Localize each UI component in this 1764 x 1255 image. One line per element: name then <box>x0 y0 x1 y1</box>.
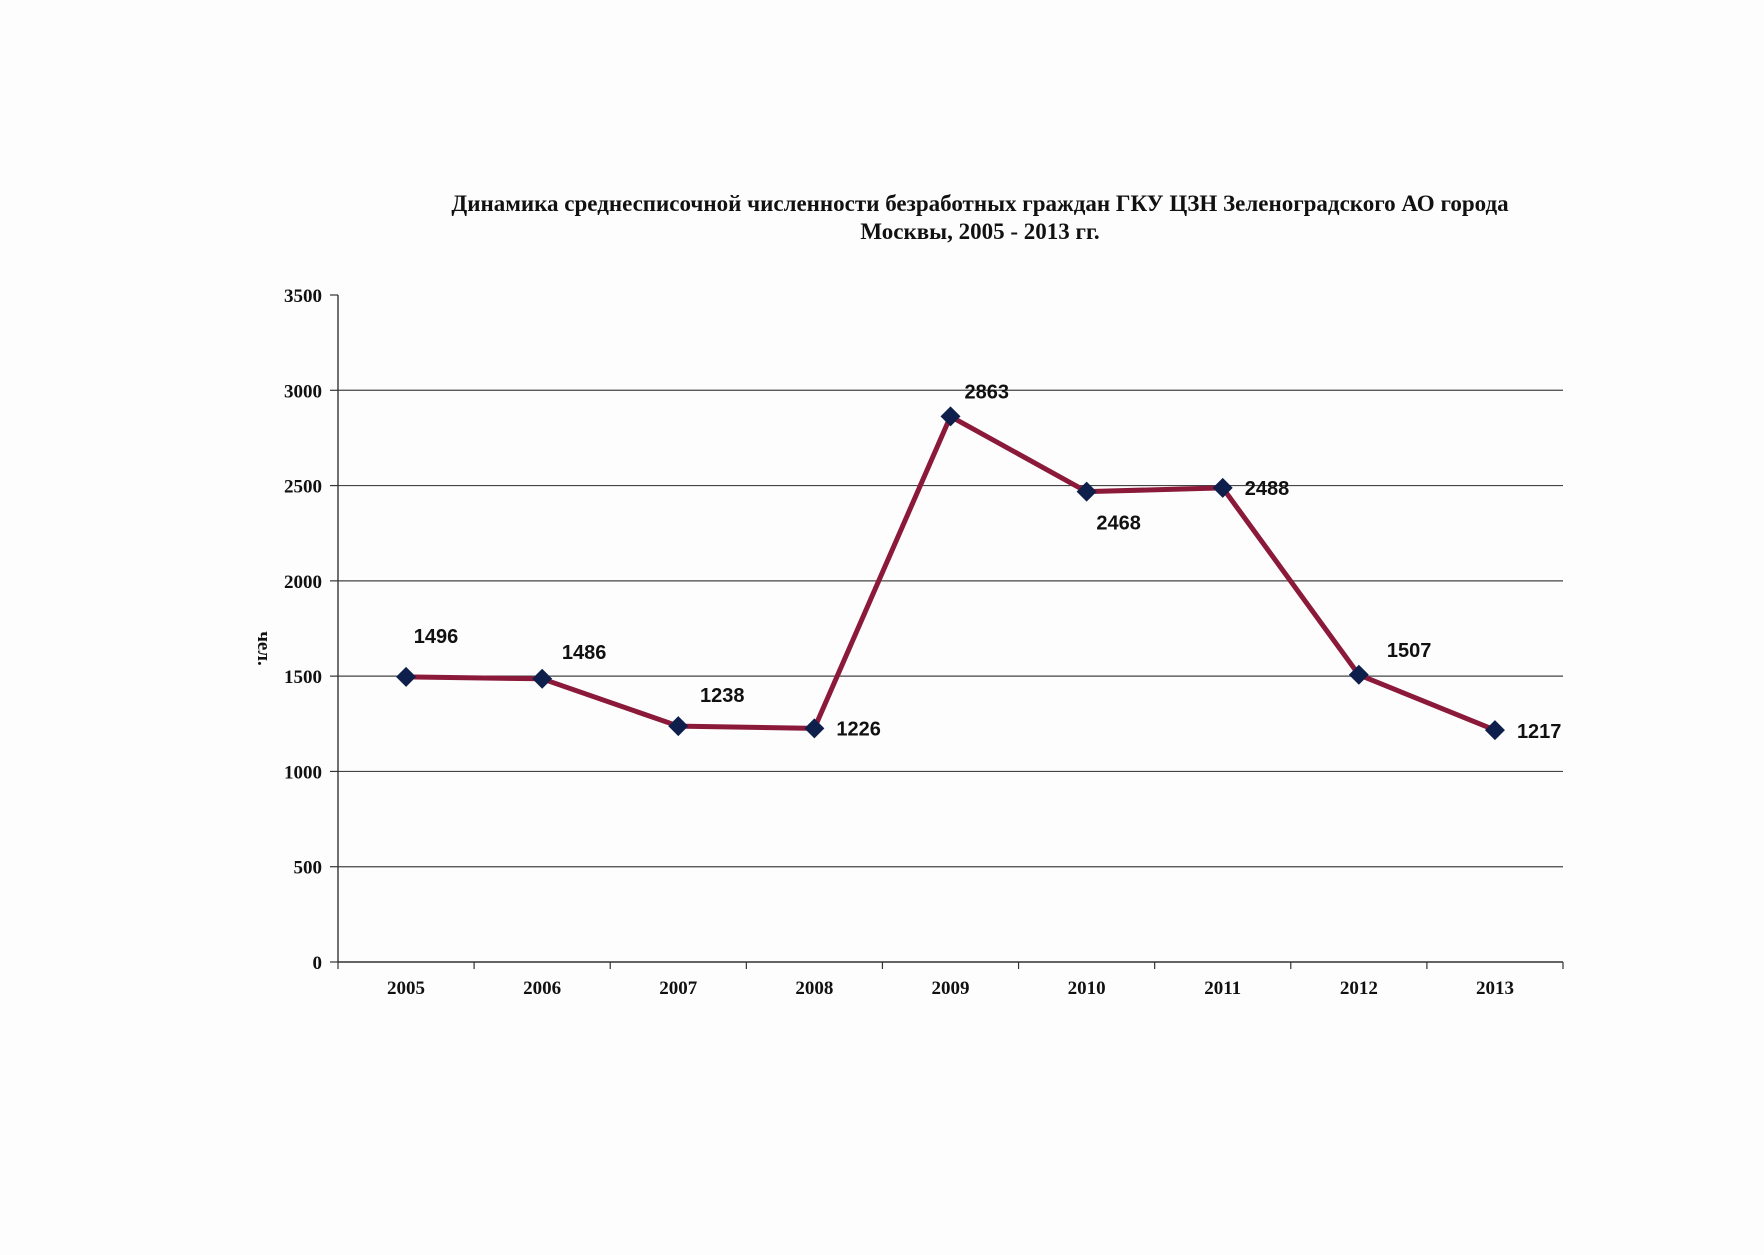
data-point-2011 <box>1212 477 1233 498</box>
data-label-2011: 2488 <box>1245 478 1290 500</box>
data-point-2012 <box>1348 664 1369 685</box>
x-tick-label-2005: 2005 <box>387 978 425 999</box>
gridlines <box>338 389 1563 868</box>
axes <box>330 294 1564 969</box>
data-point-2005 <box>396 666 417 687</box>
data-point-2008 <box>804 718 825 739</box>
chart-title-line-2: Москвы, 2005 - 2013 гг. <box>860 219 1100 244</box>
x-tick-label-2007: 2007 <box>659 978 698 999</box>
series-polyline <box>403 413 1498 733</box>
chart-title: Динамика среднесписочной численности без… <box>380 190 1580 246</box>
x-tick-labels: 2005 2006 2007 2008 2009 2010 2011 2012 2013 <box>387 978 1514 999</box>
y-tick-labels: 0 500 1000 1500 2000 2500 3000 3500 <box>284 286 322 974</box>
x-tick-label-2012: 2012 <box>1340 978 1378 999</box>
data-labels: 1496 1486 1238 1226 2863 2468 2488 1507 1217 <box>414 381 1562 743</box>
data-label-2007: 1238 <box>700 685 745 707</box>
y-tick-label-3500: 3500 <box>284 286 322 307</box>
y-tick-label-0: 0 <box>313 953 323 974</box>
data-point-2007 <box>668 716 689 737</box>
x-tick-label-2006: 2006 <box>523 978 561 999</box>
chart-title-line-1: Динамика среднесписочной численности без… <box>451 191 1509 216</box>
y-tick-label-2000: 2000 <box>284 572 322 593</box>
data-label-2012: 1507 <box>1387 640 1432 662</box>
data-label-2005: 1496 <box>414 626 459 648</box>
series-markers <box>396 406 1505 741</box>
y-axis-label: чел. <box>253 631 274 666</box>
data-point-2006 <box>532 668 553 689</box>
y-tick-label-1500: 1500 <box>284 667 322 688</box>
y-tick-label-2500: 2500 <box>284 477 322 498</box>
x-tick-label-2013: 2013 <box>1476 978 1514 999</box>
data-label-2009: 2863 <box>965 381 1010 403</box>
y-tick-label-1000: 1000 <box>284 762 322 783</box>
x-tick-label-2009: 2009 <box>932 978 970 999</box>
data-label-2013: 1217 <box>1517 721 1562 743</box>
y-tick-label-500: 500 <box>294 858 323 879</box>
data-point-2010 <box>1076 481 1097 502</box>
data-label-2010: 2468 <box>1096 513 1141 535</box>
x-tick-label-2010: 2010 <box>1068 978 1106 999</box>
data-label-2008: 1226 <box>836 718 881 740</box>
x-tick-label-2008: 2008 <box>795 978 833 999</box>
y-tick-label-3000: 3000 <box>284 381 322 402</box>
x-tick-label-2011: 2011 <box>1204 978 1241 999</box>
data-point-2013 <box>1484 720 1505 741</box>
data-label-2006: 1486 <box>562 642 607 664</box>
series-line <box>403 413 1498 733</box>
data-point-2009 <box>940 406 961 427</box>
